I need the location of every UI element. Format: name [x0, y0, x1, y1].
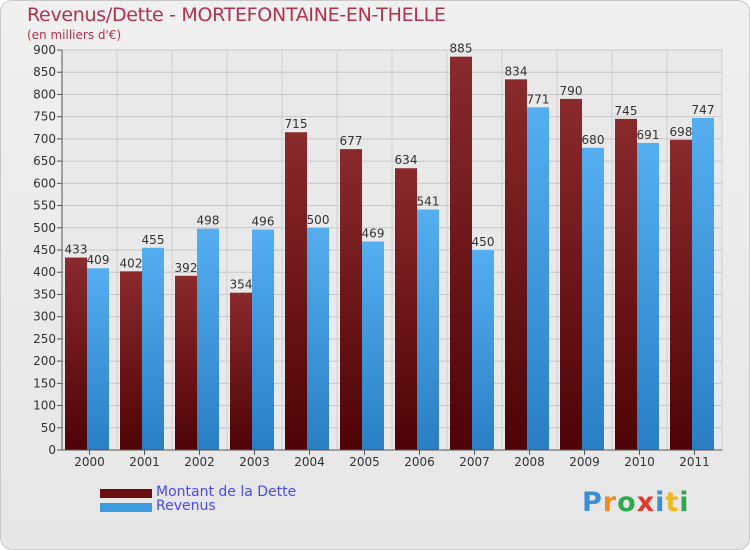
y-tick-label: 650	[33, 154, 56, 168]
y-tick-label: 350	[33, 287, 56, 301]
y-tick-label: 600	[33, 176, 56, 190]
bar-revenue	[527, 107, 549, 450]
brand-letter: x	[636, 487, 656, 518]
legend-label-debt: Montant de la Dette	[156, 484, 297, 500]
y-tick-label: 550	[33, 199, 56, 213]
x-tick-label: 2001	[129, 455, 160, 469]
value-label-revenue: 469	[362, 227, 385, 241]
legend-swatch-debt	[100, 489, 152, 498]
brand-letter: i	[679, 487, 690, 518]
value-label-debt: 745	[615, 104, 638, 118]
y-tick-label: 900	[33, 43, 56, 57]
value-label-debt: 715	[285, 117, 308, 131]
grid-layer	[61, 49, 723, 451]
value-label-revenue: 541	[417, 195, 440, 209]
bar-debt	[450, 56, 472, 451]
y-tick-label: 200	[33, 354, 56, 368]
brand-letter: i	[655, 487, 666, 518]
axis-layer: 0 50 100 150 200 250 300 350 400 450 500 550 600 650 7…	[33, 43, 722, 469]
value-label-debt: 698	[670, 125, 693, 139]
x-tick-label: 2004	[294, 455, 325, 469]
value-label-revenue: 691	[637, 128, 660, 142]
x-tick-label: 2000	[74, 455, 105, 469]
y-tick-label: 850	[33, 65, 56, 79]
value-label-revenue: 409	[87, 253, 110, 267]
value-label-debt: 834	[505, 64, 528, 78]
x-tick-label: 2011	[679, 455, 710, 469]
y-tick-label: 400	[33, 265, 56, 279]
bars-layer	[65, 56, 714, 451]
x-tick-label: 2003	[239, 455, 270, 469]
bar-debt	[395, 168, 417, 450]
bar-debt	[120, 271, 142, 450]
value-label-revenue: 498	[197, 214, 220, 228]
value-label-debt: 354	[230, 278, 253, 292]
brand-letter: t	[665, 487, 680, 518]
bar-revenue	[472, 250, 494, 450]
legend-label-revenue: Revenus	[156, 498, 216, 514]
brand-letter: o	[617, 487, 637, 518]
bar-revenue	[252, 229, 274, 450]
y-tick-label: 700	[33, 132, 56, 146]
bar-revenue	[362, 241, 384, 450]
bar-debt	[285, 132, 307, 450]
bar-revenue	[637, 142, 659, 450]
y-tick-label: 250	[33, 332, 56, 346]
y-tick-label: 100	[33, 399, 56, 413]
value-label-revenue: 747	[692, 103, 715, 117]
legend-swatch-revenue	[100, 503, 152, 512]
x-tick-label: 2002	[184, 455, 215, 469]
value-label-debt: 433	[65, 243, 88, 257]
bar-debt	[230, 292, 252, 450]
value-label-debt: 790	[560, 84, 583, 98]
bar-revenue	[142, 247, 164, 450]
chart-title: Revenus/Dette - MORTEFONTAINE-EN-THELLE	[27, 4, 446, 26]
bar-revenue	[197, 228, 219, 450]
y-tick-label: 450	[33, 243, 56, 257]
bar-debt	[340, 149, 362, 450]
x-tick-label: 2005	[349, 455, 380, 469]
y-tick-label: 500	[33, 221, 56, 235]
y-tick-label: 300	[33, 310, 56, 324]
value-label-revenue: 500	[307, 213, 330, 227]
value-label-revenue: 450	[472, 235, 495, 249]
bar-debt	[670, 139, 692, 450]
value-label-debt: 392	[175, 261, 198, 275]
value-label-revenue: 455	[142, 233, 165, 247]
bar-debt	[175, 275, 197, 450]
bar-revenue	[582, 147, 604, 450]
x-tick-label: 2008	[514, 455, 545, 469]
x-tick-label: 2007	[459, 455, 490, 469]
value-label-debt: 634	[395, 153, 418, 167]
value-label-revenue: 680	[582, 133, 605, 147]
y-tick-label: 150	[33, 376, 56, 390]
value-label-debt: 677	[340, 134, 363, 148]
bar-debt	[65, 257, 87, 450]
value-label-debt: 885	[450, 42, 473, 56]
brand-letter: P	[582, 487, 603, 518]
brand-logo: Proxiti	[582, 487, 690, 518]
y-tick-label: 50	[41, 421, 56, 435]
brand-letter: r	[602, 487, 618, 518]
bar-revenue	[417, 209, 439, 450]
bar-debt	[505, 79, 527, 450]
y-tick-label: 750	[33, 110, 56, 124]
bar-revenue	[307, 227, 329, 450]
y-tick-label: 800	[33, 87, 56, 101]
bar-debt	[560, 98, 582, 450]
chart-subtitle: (en milliers d'€)	[27, 28, 122, 42]
value-label-revenue: 771	[527, 92, 550, 106]
bar-revenue	[692, 118, 714, 450]
x-tick-label: 2006	[404, 455, 435, 469]
x-tick-label: 2009	[569, 455, 600, 469]
value-label-revenue: 496	[252, 215, 275, 229]
x-tick-label: 2010	[624, 455, 655, 469]
bar-debt	[615, 118, 637, 450]
y-tick-label: 0	[48, 443, 56, 457]
value-label-debt: 402	[120, 256, 143, 270]
bar-revenue	[87, 268, 109, 450]
